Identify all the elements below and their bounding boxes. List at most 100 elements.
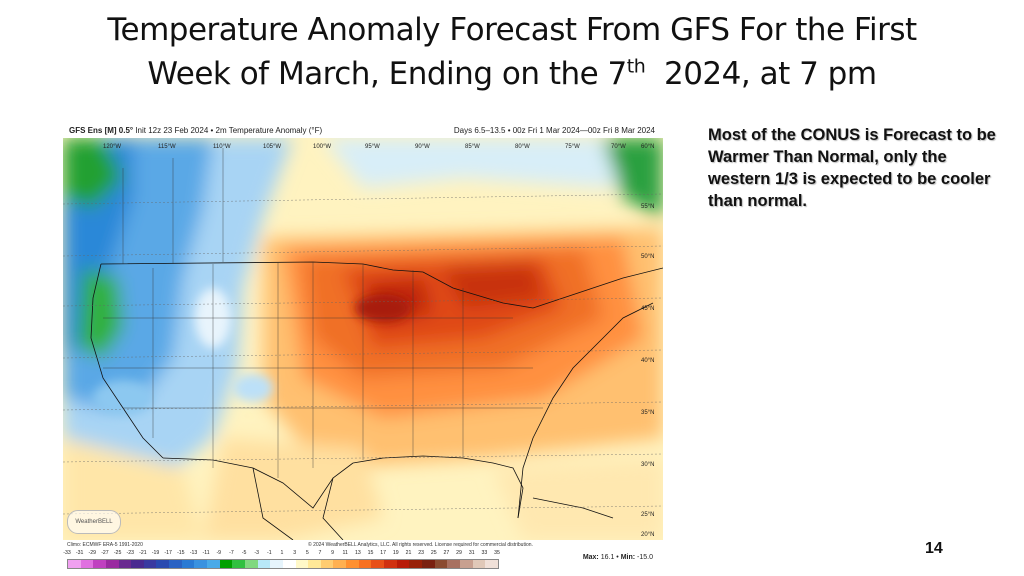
map-init: Init 12z 23 Feb 2024 • 2m Temperature An…: [133, 126, 323, 135]
scale-swatch: [371, 560, 385, 568]
scale-label: -19: [151, 550, 160, 556]
map-valid-period: Days 6.5–13.5 • 00z Fri 1 Mar 2024—00z F…: [453, 126, 655, 135]
lon-label: 60°N: [641, 144, 654, 150]
scale-swatch: [118, 560, 132, 568]
lon-label: 75°W: [565, 144, 580, 150]
scale-label: 9: [331, 550, 335, 556]
lat-label: 45°N: [641, 306, 654, 312]
map-header-left: GFS Ens [M] 0.5° Init 12z 23 Feb 2024 • …: [69, 126, 322, 135]
scale-label: 35: [494, 550, 500, 556]
mexico-coast: [252, 467, 344, 540]
scale-swatch: [219, 560, 233, 568]
anomaly-map: GFS Ens [M] 0.5° Init 12z 23 Feb 2024 • …: [63, 118, 663, 570]
scale-label: 23: [418, 550, 424, 556]
scale-swatch: [472, 560, 486, 568]
scale-swatch: [80, 560, 94, 568]
scale-swatch: [346, 560, 359, 568]
title-superscript: th: [626, 55, 646, 78]
scale-label: 27: [443, 550, 450, 556]
scale-swatch: [421, 560, 435, 568]
lon-label: 105°W: [263, 144, 281, 150]
min-label: Min:: [620, 554, 636, 561]
scale-swatch: [333, 560, 347, 568]
lat-label: 20°N: [641, 532, 654, 538]
scale-label: -33: [63, 550, 71, 556]
lon-label: 110°W: [213, 144, 231, 150]
lat-label: 30°N: [641, 462, 654, 468]
scale-label: 1: [280, 550, 284, 556]
lat-label: 40°N: [641, 358, 654, 364]
scale-label: -11: [202, 550, 210, 556]
scale-label: -9: [216, 550, 222, 556]
page-number: 14: [925, 540, 943, 557]
scale-label: 25: [430, 550, 437, 556]
scale-label: 33: [481, 550, 488, 556]
scale-label: -29: [88, 550, 97, 556]
scale-swatch: [257, 560, 271, 568]
title-line-2-tail: 2024, at 7 pm: [645, 56, 877, 92]
scale-label: -27: [101, 550, 109, 556]
scale-swatch: [244, 560, 258, 568]
lon-label: 80°W: [515, 144, 530, 150]
scale-swatch: [295, 560, 309, 568]
lat-label: 25°N: [641, 512, 654, 518]
scale-swatch: [282, 560, 296, 568]
scale-swatch: [131, 560, 144, 568]
scale-swatch: [308, 560, 321, 568]
lon-label: 120°W: [103, 144, 121, 150]
map-canvas: 120°W 115°W 110°W 105°W 100°W 95°W 90°W …: [63, 138, 663, 540]
scale-bar: [67, 559, 499, 569]
scale-swatch: [447, 560, 460, 568]
scale-label: -25: [113, 550, 122, 556]
lon-label: 115°W: [158, 144, 176, 150]
scale-label: -17: [164, 550, 172, 556]
footer-climo: Climo: ECMWF ERA-5 1991-2020: [67, 542, 143, 548]
scale-label: -3: [254, 550, 260, 556]
title-line-1: Temperature Anomaly Forecast From GFS Fo…: [107, 12, 917, 48]
lon-label: 70°W: [611, 144, 626, 150]
map-header: GFS Ens [M] 0.5° Init 12z 23 Feb 2024 • …: [63, 118, 663, 138]
max-min-readout: Max: 16.1 • Min: -15.0: [582, 554, 653, 561]
lon-label: 90°W: [415, 144, 430, 150]
scale-label: 11: [342, 550, 348, 556]
geo-borders: [90, 261, 663, 540]
scale-label: 13: [354, 550, 361, 556]
scale-label: -31: [75, 550, 84, 556]
side-note: Most of the CONUS is Forecast to be Warm…: [708, 126, 996, 210]
scale-swatch: [207, 560, 220, 568]
scale-swatch: [143, 560, 157, 568]
scale-swatch: [459, 560, 473, 568]
scale-swatch: [194, 560, 208, 568]
scale-swatch: [156, 560, 170, 568]
scale-label: -15: [177, 550, 185, 556]
min-value: -15.0: [637, 554, 653, 561]
west-coast: [90, 263, 164, 459]
max-label: Max:: [582, 554, 599, 561]
scale-label: -13: [189, 550, 198, 556]
lat-label: 50°N: [641, 254, 654, 260]
scale-swatch: [485, 560, 498, 568]
scale-swatch: [232, 560, 245, 568]
lat-labels: 55°N 50°N 45°N 40°N 35°N 30°N 25°N 20°N: [641, 204, 654, 538]
title-line-2-text: Week of March, Ending on the 7: [147, 56, 627, 92]
state-lines: [103, 148, 543, 478]
scale-label: -23: [126, 550, 134, 556]
east-coast: [517, 302, 654, 519]
scale-swatch: [320, 560, 334, 568]
slide-title: Temperature Anomaly Forecast From GFS Fo…: [0, 8, 1024, 96]
logo-text: WeatherBELL: [75, 519, 113, 525]
scale-swatch: [358, 560, 372, 568]
graticule: [63, 193, 663, 515]
cuba-outline: [532, 497, 614, 519]
scale-labels: -33 -31 -29 -27 -25 -23 -21 -19 -17 -15 -13 -11 -9 -7…: [63, 550, 500, 558]
us-canada-border: [100, 261, 663, 309]
scale-label: -1: [267, 550, 272, 556]
map-footer: Climo: ECMWF ERA-5 1991-2020 © 2024 Weat…: [63, 540, 663, 550]
scale-label: 21: [405, 550, 412, 556]
scale-swatch: [93, 560, 106, 568]
scale-label: -21: [139, 550, 147, 556]
lon-label: 100°W: [313, 144, 331, 150]
scale-swatch: [181, 560, 195, 568]
color-scale: -33 -31 -29 -27 -25 -23 -21 -19 -17 -15 -13 -11 -9 -7…: [63, 550, 663, 570]
scale-label: 15: [367, 550, 374, 556]
